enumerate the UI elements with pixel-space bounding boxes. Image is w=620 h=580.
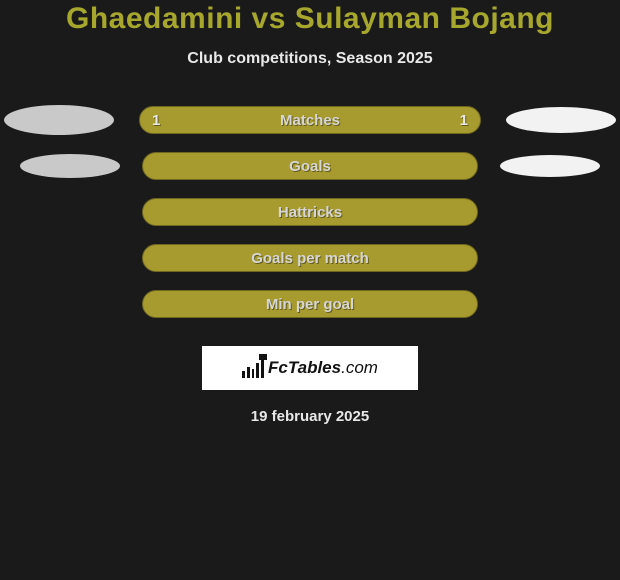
stat-label: Hattricks [278, 204, 342, 221]
stat-label: Goals per match [251, 250, 369, 267]
indicator-left [20, 154, 120, 178]
indicator-right [506, 107, 616, 133]
infographic-container: Ghaedamini vs Sulayman Bojang Club compe… [0, 0, 620, 580]
stat-label: Goals [289, 158, 331, 175]
stat-bar: Goals per match [142, 244, 478, 272]
stat-label: Matches [280, 112, 340, 129]
stat-label: Min per goal [266, 296, 354, 313]
stat-row-goals: Goals [0, 152, 620, 180]
stat-value-right: 1 [460, 112, 468, 129]
logo-text-bold: FcTables [268, 358, 341, 377]
stat-row-mpg: Min per goal [0, 290, 620, 318]
stat-row-hattricks: Hattricks [0, 198, 620, 226]
stat-row-matches: 1 Matches 1 [0, 106, 620, 134]
page-title: Ghaedamini vs Sulayman Bojang [66, 2, 554, 36]
stat-bar: 1 Matches 1 [139, 106, 481, 134]
bar-chart-icon [242, 358, 264, 378]
logo-text: FcTables.com [268, 358, 378, 378]
indicator-right [500, 155, 600, 177]
stat-row-gpm: Goals per match [0, 244, 620, 272]
stat-bar: Min per goal [142, 290, 478, 318]
subtitle: Club competitions, Season 2025 [187, 50, 432, 68]
stat-value-left: 1 [152, 112, 160, 129]
stat-bar: Hattricks [142, 198, 478, 226]
logo-box: FcTables.com [202, 346, 418, 390]
stat-bar: Goals [142, 152, 478, 180]
logo-text-light: .com [341, 358, 378, 377]
indicator-left [4, 105, 114, 135]
date-label: 19 february 2025 [251, 408, 369, 425]
